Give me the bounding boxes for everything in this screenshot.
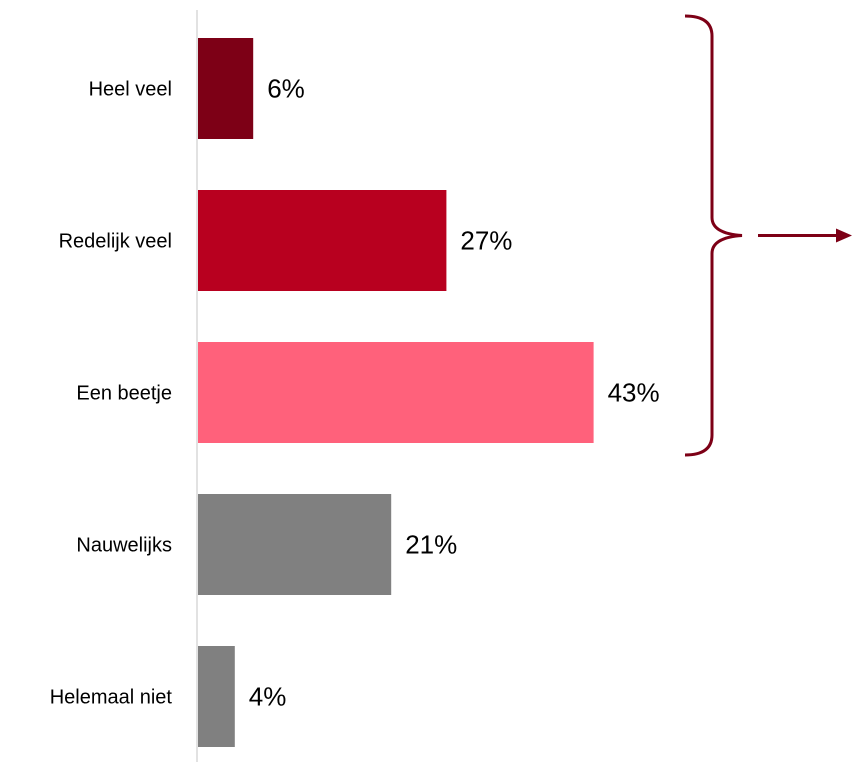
category-label: Een beetje [76, 383, 172, 405]
value-label: 6% [267, 74, 305, 104]
value-label: 4% [249, 682, 287, 712]
bar-een-beetje [198, 342, 594, 443]
arrow-head-icon [836, 228, 852, 243]
category-label: Nauwelijks [76, 535, 172, 557]
bar-helemaal-niet [198, 646, 235, 747]
category-label: Redelijk veel [59, 231, 172, 253]
bracket-annotation [684, 14, 852, 457]
bar-redelijk-veel [198, 190, 447, 291]
category-label: Heel veel [89, 79, 172, 101]
bars-group [198, 38, 594, 747]
value-label: 27% [460, 226, 512, 256]
bar-nauwelijks [198, 494, 392, 595]
bar-heel-veel [198, 38, 254, 139]
category-label: Helemaal niet [50, 687, 173, 709]
labels-group: Heel veel 6% Redelijk veel 27% Een beetje 43%… [50, 74, 660, 712]
value-label: 43% [608, 378, 660, 408]
curly-bracket [684, 14, 743, 457]
value-label: 21% [405, 530, 457, 560]
